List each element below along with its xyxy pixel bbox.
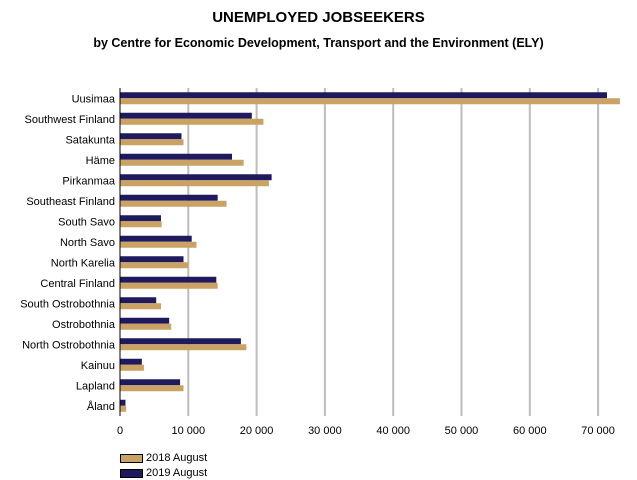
x-tick-label-7: 70 000 [581, 425, 615, 437]
category-label-0: Uusimaa [72, 93, 116, 105]
bar-2019-2 [120, 133, 182, 140]
bar-2019-1 [120, 112, 252, 119]
x-tick-label-4: 40 000 [376, 425, 410, 437]
category-label-1: Southwest Finland [25, 114, 116, 126]
x-tick-label-3: 30 000 [308, 425, 342, 437]
bar-2018-6 [120, 221, 162, 228]
category-label-15: Åland [87, 400, 115, 413]
bar-2018-5 [120, 200, 227, 207]
bar-2019-11 [120, 317, 170, 324]
bar-2019-4 [120, 174, 272, 181]
bar-2018-4 [120, 180, 269, 187]
bar-2019-3 [120, 153, 233, 160]
bar-2018-11 [120, 323, 172, 330]
category-label-10: South Ostrobothnia [20, 298, 116, 310]
bar-2018-14 [120, 385, 184, 392]
bar-2019-10 [120, 297, 157, 304]
chart-title: UNEMPLOYED JOBSEEKERS [212, 9, 425, 26]
bar-2018-7 [120, 241, 197, 248]
category-label-9: Central Finland [40, 278, 115, 290]
x-tick-label-1: 10 000 [171, 425, 205, 437]
bar-2019-15 [120, 399, 126, 406]
bar-2019-7 [120, 235, 192, 242]
legend-item-2019: 2019 August [120, 466, 207, 480]
legend-swatch-2018 [120, 453, 143, 463]
category-label-7: North Savo [60, 237, 115, 249]
x-tick-label-5: 50 000 [445, 425, 479, 437]
bar-2018-2 [120, 139, 184, 146]
category-label-3: Häme [86, 155, 115, 167]
x-tick-label-2: 20 000 [240, 425, 274, 437]
bar-2018-9 [120, 282, 218, 289]
category-label-4: Pirkanmaa [62, 175, 115, 187]
bar-2018-0 [120, 98, 620, 105]
bar-2019-12 [120, 338, 241, 345]
category-label-5: Southeast Finland [26, 196, 115, 208]
legend-swatch-2019 [120, 468, 143, 478]
bar-2019-14 [120, 379, 181, 386]
legend-label-2019: 2019 August [146, 467, 208, 479]
x-tick-label-6: 60 000 [513, 425, 547, 437]
bar-2019-6 [120, 215, 161, 222]
bar-2019-0 [120, 92, 607, 99]
bar-2018-3 [120, 159, 244, 166]
bar-2019-13 [120, 358, 142, 365]
bar-2018-13 [120, 364, 144, 371]
bar-2018-1 [120, 118, 264, 125]
chart-subtitle: by Centre for Economic Development, Tran… [93, 36, 544, 50]
category-label-14: Lapland [76, 380, 115, 392]
bar-2019-9 [120, 276, 217, 283]
category-label-12: North Ostrobothnia [22, 339, 116, 351]
category-label-8: North Karelia [51, 257, 116, 269]
category-label-11: Ostrobothnia [52, 319, 116, 331]
bar-2018-15 [120, 405, 127, 412]
x-tick-label-0: 0 [117, 425, 123, 437]
category-label-2: Satakunta [65, 134, 115, 146]
category-label-13: Kainuu [81, 360, 115, 372]
legend-item-2018: 2018 August [120, 451, 207, 465]
legend-label-2018: 2018 August [146, 452, 208, 464]
bar-2018-12 [120, 344, 247, 351]
bar-2019-5 [120, 194, 218, 201]
category-label-6: South Savo [58, 216, 115, 228]
bar-2018-10 [120, 303, 161, 310]
bar-2018-8 [120, 262, 189, 269]
bar-2019-8 [120, 256, 184, 263]
